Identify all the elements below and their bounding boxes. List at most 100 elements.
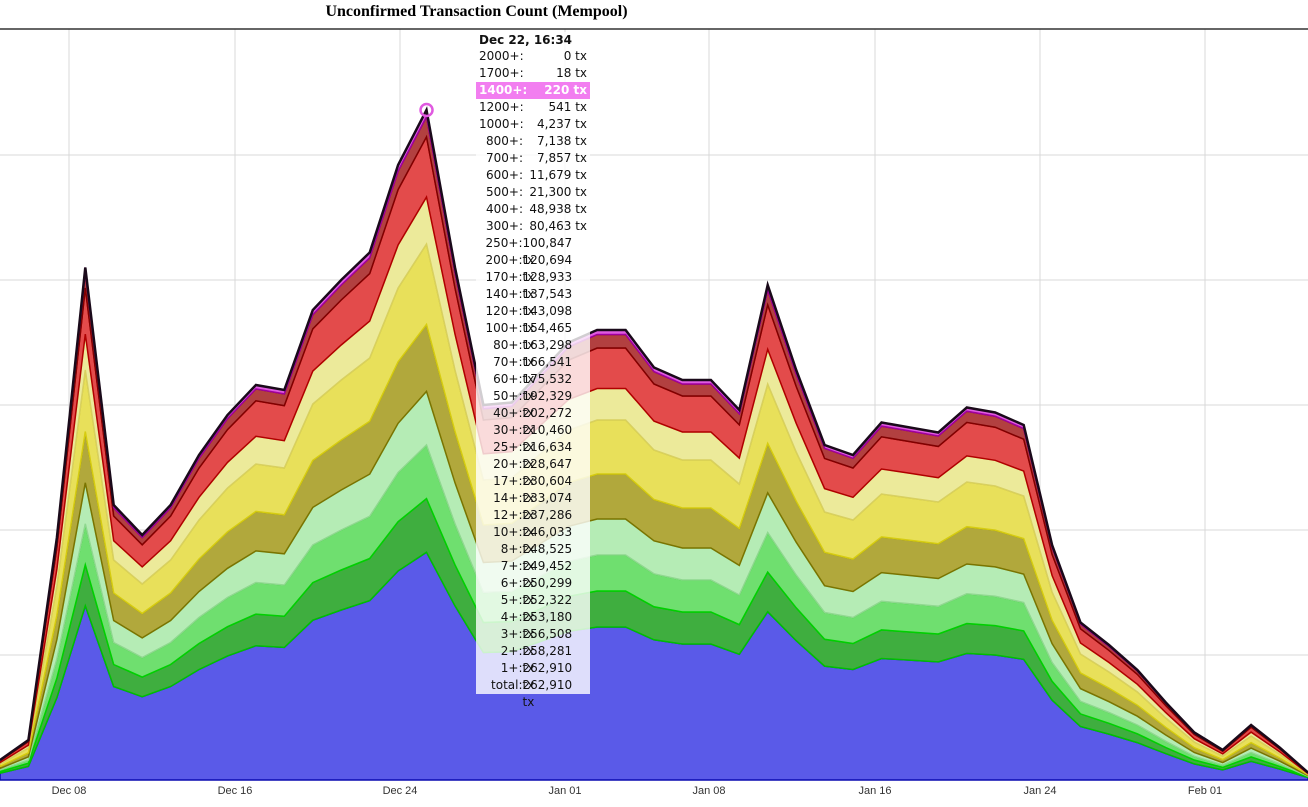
tooltip-row-value: 163,298 tx (522, 338, 573, 369)
tooltip-row-label: 8+: (500, 542, 523, 556)
tooltip-row: 500+: 21,300 tx (476, 184, 590, 201)
x-tick-label: Dec 08 (52, 785, 87, 797)
tooltip-row-value: 220 tx (544, 83, 587, 97)
tooltip-row-value: 48,938 tx (529, 202, 587, 216)
tooltip-row-label: 1+: (500, 661, 523, 675)
tooltip-row: 100+: 154,465 tx (476, 320, 590, 352)
tooltip-row-value: 0 tx (563, 49, 587, 63)
tooltip-row: 20+: 228,647 tx (476, 456, 590, 488)
tooltip-row: 1400+: 220 tx (476, 82, 590, 99)
tooltip-row-value: 258,281 tx (522, 644, 573, 675)
tooltip-row-value: 216,634 tx (522, 440, 573, 471)
tooltip-row-value: 246,033 tx (522, 525, 573, 556)
tooltip-row: 6+: 250,299 tx (476, 575, 590, 607)
tooltip-row: 800+: 7,138 tx (476, 133, 590, 150)
hover-tooltip: Dec 22, 16:34 2000+: 0 tx 1700+: 18 tx 1400+… (476, 32, 590, 709)
tooltip-row-value: 7,138 tx (537, 134, 587, 148)
x-tick-label: Jan 01 (548, 785, 581, 797)
tooltip-row-value: 18 tx (556, 66, 587, 80)
tooltip-row: 1+: 262,910 tx (476, 660, 590, 692)
tooltip-row: 70+: 166,541 tx (476, 354, 590, 386)
tooltip-row: 40+: 202,272 tx (476, 405, 590, 437)
tooltip-row-label: 80+: (493, 338, 523, 352)
tooltip-row-label: total: (491, 678, 523, 692)
tooltip-row-label: 2+: (500, 644, 523, 658)
tooltip-row-label: 30+: (493, 423, 523, 437)
tooltip-row-value: 230,604 tx (522, 474, 573, 505)
tooltip-row: 1700+: 18 tx (476, 65, 590, 82)
tooltip-row: 50+: 192,329 tx (476, 388, 590, 420)
tooltip-row-label: 6+: (500, 576, 523, 590)
tooltip-row-value: 137,543 tx (522, 287, 573, 318)
tooltip-row: 4+: 253,180 tx (476, 609, 590, 641)
tooltip-row-label: 1700+: (479, 66, 524, 80)
tooltip-row-label: 120+: (485, 304, 523, 318)
tooltip-row-label: 25+: (493, 440, 523, 454)
tooltip-row-label: 12+: (493, 508, 523, 522)
tooltip-row-label: 60+: (493, 372, 523, 386)
tooltip-row-label: 700+: (485, 151, 523, 165)
tooltip-row: 200+: 120,694 tx (476, 252, 590, 284)
tooltip-row-label: 40+: (493, 406, 523, 420)
tooltip-row: 250+: 100,847 tx (476, 235, 590, 267)
tooltip-row-value: 256,508 tx (522, 627, 573, 658)
tooltip-row: 1000+: 4,237 tx (476, 116, 590, 133)
tooltip-row-value: 100,847 tx (522, 236, 573, 267)
tooltip-row-value: 253,180 tx (522, 610, 573, 641)
x-tick-label: Dec 24 (383, 785, 418, 797)
tooltip-row: 2+: 258,281 tx (476, 643, 590, 675)
tooltip-row-label: 1000+: (479, 117, 524, 131)
tooltip-row-label: 50+: (493, 389, 523, 403)
tooltip-row: 120+: 143,098 tx (476, 303, 590, 335)
chart-title: Unconfirmed Transaction Count (Mempool) (325, 3, 628, 20)
tooltip-row: 300+: 80,463 tx (476, 218, 590, 235)
tooltip-row-label: 600+: (485, 168, 523, 182)
tooltip-row: 80+: 163,298 tx (476, 337, 590, 369)
x-tick-label: Dec 16 (218, 785, 253, 797)
x-tick-label: Jan 08 (692, 785, 725, 797)
tooltip-row-value: 21,300 tx (529, 185, 587, 199)
tooltip-row-value: 7,857 tx (537, 151, 587, 165)
tooltip-row-value: 262,910 tx (522, 661, 573, 692)
tooltip-row-label: 4+: (500, 610, 523, 624)
tooltip-row-value: 228,647 tx (522, 457, 573, 488)
tooltip-row-value: 202,272 tx (522, 406, 573, 437)
tooltip-row: 600+: 11,679 tx (476, 167, 590, 184)
tooltip-row-value: 154,465 tx (522, 321, 573, 352)
tooltip-row-label: 500+: (485, 185, 523, 199)
x-tick-label: Jan 24 (1023, 785, 1056, 797)
tooltip-row-value: 237,286 tx (522, 508, 573, 539)
tooltip-row-label: 14+: (493, 491, 523, 505)
tooltip-row-value: 11,679 tx (529, 168, 587, 182)
tooltip-row-label: 10+: (493, 525, 523, 539)
tooltip-row-value: 80,463 tx (529, 219, 587, 233)
hover-point-marker (419, 102, 434, 118)
tooltip-row: 5+: 252,322 tx (476, 592, 590, 624)
tooltip-row-label: 140+: (485, 287, 523, 301)
tooltip-row-label: 1200+: (479, 100, 524, 114)
tooltip-row-label: 1400+: (479, 83, 528, 97)
tooltip-row-label: 3+: (500, 627, 523, 641)
tooltip-row-value: 120,694 tx (522, 253, 573, 284)
tooltip-row: total: 262,910 tx (476, 677, 590, 709)
tooltip-row-label: 300+: (485, 219, 523, 233)
tooltip-row-value: 262,910 tx (522, 678, 573, 709)
tooltip-row: 12+: 237,286 tx (476, 507, 590, 539)
tooltip-row-value: 192,329 tx (522, 389, 573, 420)
tooltip-row: 25+: 216,634 tx (476, 439, 590, 471)
tooltip-row-label: 5+: (500, 593, 523, 607)
tooltip-row-label: 250+: (485, 236, 523, 250)
tooltip-row-value: 210,460 tx (522, 423, 573, 454)
tooltip-row-value: 252,322 tx (522, 593, 573, 624)
tooltip-row: 1200+: 541 tx (476, 99, 590, 116)
x-tick-label: Feb 01 (1188, 785, 1222, 797)
tooltip-row-label: 17+: (493, 474, 523, 488)
tooltip-row-value: 128,933 tx (522, 270, 573, 301)
tooltip-row: 8+: 248,525 tx (476, 541, 590, 573)
tooltip-time: Dec 22, 16:34 (479, 33, 573, 47)
tooltip-row-label: 100+: (485, 321, 523, 335)
tooltip-row-value: 248,525 tx (522, 542, 573, 573)
tooltip-row: 7+: 249,452 tx (476, 558, 590, 590)
tooltip-row-value: 143,098 tx (522, 304, 573, 335)
